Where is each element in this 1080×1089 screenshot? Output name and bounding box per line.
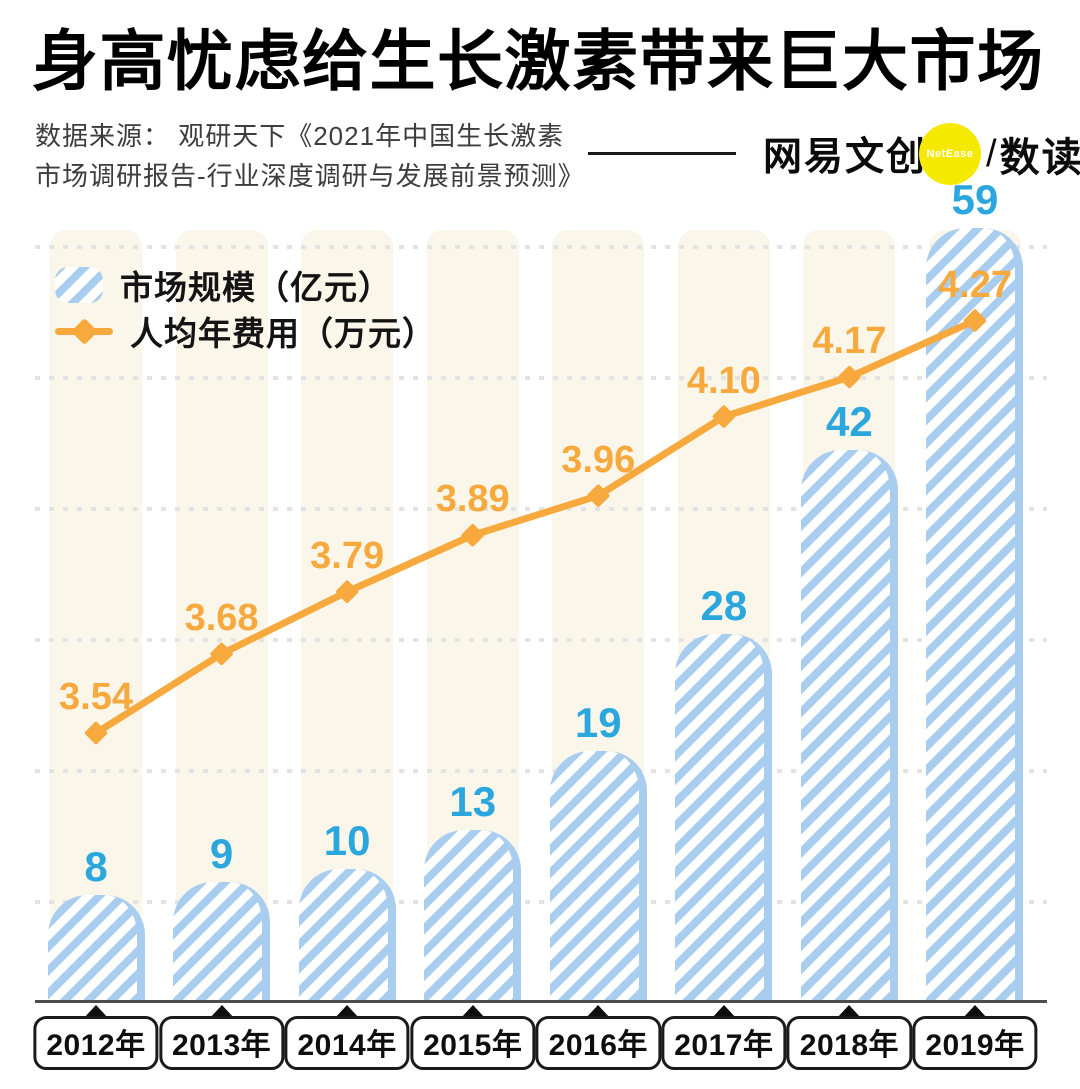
axis-tick-triangle-icon <box>83 1005 109 1019</box>
axis-tick-triangle-icon <box>459 1005 486 1019</box>
publisher-logo: 网易文创 NetEase / 数读 <box>763 121 1080 187</box>
line-point-label: 3.54 <box>59 676 133 718</box>
netease-badge-text: NetEase <box>926 148 974 160</box>
bar-value-label: 13 <box>449 777 497 825</box>
axis-tick-triangle-icon <box>961 1005 988 1019</box>
data-source-line-1: 数据来源： 观研天下《2021年中国生长激素 <box>35 121 565 151</box>
line-point-label: 3.96 <box>561 438 636 481</box>
market-size-bar <box>675 633 773 1000</box>
gridline-dotted <box>35 376 1047 380</box>
logo-product-text: 数读 <box>999 136 1080 180</box>
chart-canvas: 8 9 10 13 19 28 42 59 2012年 2013年 2014年 2015年 2016年 2… <box>33 176 1047 1070</box>
year-label: 2012年 <box>33 1016 159 1070</box>
year-label: 2013年 <box>158 1016 285 1070</box>
x-axis-line <box>35 1000 1047 1003</box>
axis-tick-triangle-icon <box>208 1005 235 1019</box>
year-label: 2018年 <box>786 1016 913 1070</box>
gridline-dotted <box>35 900 1047 904</box>
line-point-label: 3.68 <box>184 596 259 639</box>
gridline-dotted <box>35 245 1047 249</box>
chart-legend: 市场规模（亿元） 人均年费用（万元） <box>55 262 436 354</box>
logo-brand-text: 网易文创 <box>763 136 928 179</box>
striped-bar-swatch-icon <box>55 267 103 303</box>
year-label: 2016年 <box>535 1016 661 1070</box>
legend-item-market: 市场规模（亿元） <box>55 262 436 308</box>
market-size-bar <box>549 751 647 1000</box>
year-label: 2015年 <box>410 1016 536 1070</box>
market-size-bar <box>173 882 271 1000</box>
axis-tick-triangle-icon <box>710 1005 737 1019</box>
market-size-bar <box>298 869 396 1000</box>
bar-value-label: 59 <box>951 176 999 223</box>
market-size-bar <box>47 895 145 1000</box>
bar-value-label: 9 <box>209 830 234 878</box>
bar-value-label: 10 <box>323 817 371 865</box>
data-source-line-2: 市场调研报告-行业深度调研与发展前景预测》 <box>35 161 585 191</box>
year-label: 2019年 <box>912 1016 1038 1070</box>
bar-value-label: 28 <box>700 581 748 629</box>
year-label: 2017年 <box>661 1016 787 1070</box>
year-label: 2014年 <box>284 1016 410 1070</box>
axis-tick-triangle-icon <box>836 1005 863 1019</box>
line-point-label: 3.79 <box>310 534 385 577</box>
market-size-bar <box>424 829 522 1000</box>
legend-fee-label: 人均年费用（万元） <box>130 315 436 352</box>
line-point-label: 3.89 <box>435 478 510 521</box>
market-size-bar <box>800 450 898 1000</box>
axis-tick-triangle-icon <box>585 1005 612 1019</box>
legend-market-label: 市场规模（亿元） <box>120 269 392 306</box>
market-size-bar <box>926 227 1024 1000</box>
line-diamond-swatch-icon <box>55 313 113 349</box>
axis-tick-triangle-icon <box>334 1005 361 1019</box>
bar-value-label: 8 <box>84 843 108 891</box>
legend-item-fee: 人均年费用（万元） <box>55 308 436 354</box>
line-point-label: 4.17 <box>812 320 887 363</box>
bar-value-label: 19 <box>574 699 622 747</box>
gridline-dotted <box>35 769 1047 773</box>
bar-value-label: 42 <box>826 398 873 446</box>
header-divider <box>588 152 736 155</box>
line-point-label: 4.10 <box>686 359 761 402</box>
page-title: 身高忧虑给生长激素带来巨大市场 <box>32 24 1045 98</box>
netease-badge-icon: NetEase <box>919 123 982 185</box>
logo-slash: / <box>986 132 997 175</box>
data-source-note: 数据来源： 观研天下《2021年中国生长激素 市场调研报告-行业深度调研与发展前… <box>35 116 585 196</box>
line-point-label: 4.27 <box>938 263 1012 306</box>
